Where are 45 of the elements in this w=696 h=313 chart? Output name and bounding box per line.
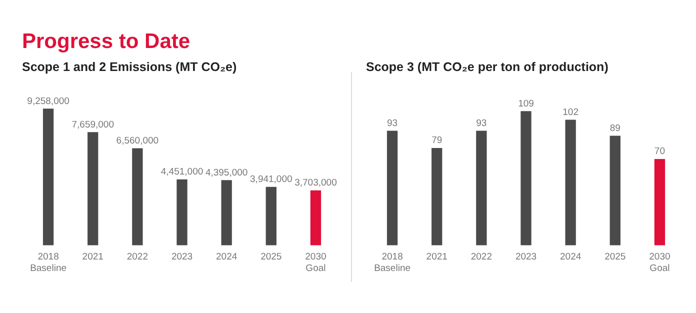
data-label: 93 [386,118,398,129]
data-label: 109 [518,98,534,110]
x-tick-label: 2030 Goal [649,252,670,274]
bar [520,111,532,246]
data-label: 79 [432,135,442,146]
bar [654,159,666,246]
bar [476,130,487,246]
x-tick-label: 2021 [82,252,104,263]
bar [88,132,98,246]
chart-subtitle: Scope 1 and 2 Emissions (MT CO₂e) [22,60,238,76]
x-tick-label: 2018 Baseline [374,252,411,274]
x-tick-label: 2024 [560,252,582,263]
x-tick-label: 2021 [426,252,448,263]
bar [132,148,143,246]
x-tick-label: 2023 [171,252,193,263]
bar [176,179,188,246]
x-tick-label: 2024 [216,252,238,263]
data-label: 93 [476,118,487,129]
x-tick-label: 2022 [470,252,492,263]
x-tick-label: 2018 Baseline [30,252,67,274]
x-tick-label: 2025 [260,252,282,263]
data-label: 6,560,000 [116,136,159,147]
data-label: 9,258,000 [27,96,70,107]
chart-subtitle: Scope 3 (MT CO₂e per ton of production) [366,60,610,76]
data-label: 102 [562,106,578,118]
bar [432,148,442,246]
x-tick-label: 2023 [515,252,537,263]
bar [266,186,276,246]
x-tick-label: 2030 Goal [305,252,326,274]
data-label: 4,395,000 [205,167,248,178]
bar [610,136,620,246]
data-label: 3,941,000 [250,174,292,186]
x-tick-label: 2022 [126,252,148,263]
data-label: 70 [654,146,666,158]
x-tick-label: 2025 [604,252,626,263]
bar [221,180,232,246]
bar [386,130,398,246]
data-label: 89 [610,122,620,134]
bar [565,120,576,246]
bar [42,108,54,246]
data-label: 4,451,000 [160,166,204,178]
data-label: 7,659,000 [72,119,114,130]
data-label: 3,703,000 [294,178,337,189]
bar [310,190,322,246]
chart-title: Progress to Date [22,30,192,55]
